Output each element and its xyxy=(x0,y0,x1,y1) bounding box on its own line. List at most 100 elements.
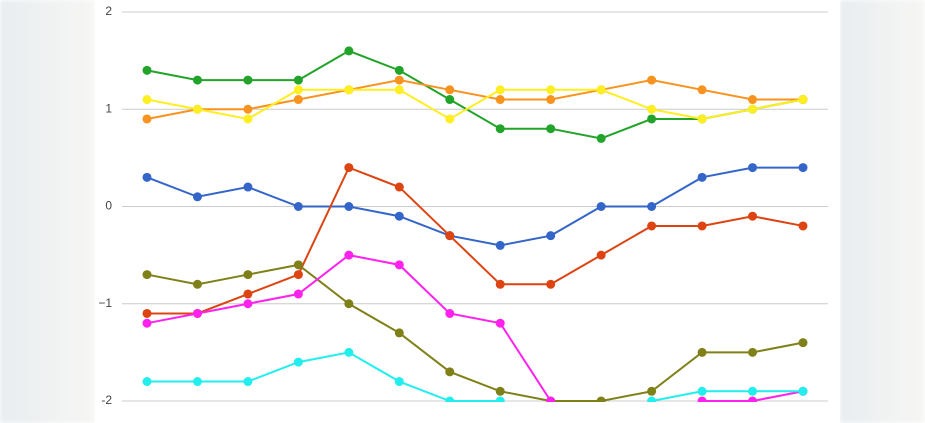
data-point xyxy=(293,357,303,367)
data-point xyxy=(344,163,354,173)
data-point xyxy=(596,250,606,260)
data-point xyxy=(697,114,707,124)
data-point xyxy=(394,182,404,192)
data-point xyxy=(748,95,758,105)
data-point xyxy=(142,270,152,280)
data-point xyxy=(748,211,758,221)
data-point xyxy=(293,85,303,95)
data-point xyxy=(293,289,303,299)
data-point xyxy=(192,377,202,387)
data-point xyxy=(344,85,354,95)
data-point xyxy=(142,318,152,328)
data-point xyxy=(142,172,152,182)
data-point xyxy=(142,65,152,75)
data-point xyxy=(243,104,253,114)
data-point xyxy=(394,75,404,85)
data-point xyxy=(243,182,253,192)
data-point xyxy=(647,114,657,124)
data-point xyxy=(495,85,505,95)
series-line xyxy=(146,263,804,402)
y-tick-label: -2 xyxy=(101,393,112,407)
data-point xyxy=(495,279,505,289)
data-point xyxy=(142,95,152,105)
data-point xyxy=(293,202,303,211)
y-tick-label: −1 xyxy=(98,296,112,310)
data-point xyxy=(798,386,808,396)
data-point xyxy=(243,75,253,85)
data-point xyxy=(192,104,202,114)
data-point xyxy=(546,85,556,95)
data-point xyxy=(596,133,606,143)
data-point xyxy=(394,85,404,95)
data-point xyxy=(394,328,404,338)
data-point xyxy=(495,386,505,396)
data-point xyxy=(495,318,505,328)
data-point xyxy=(748,163,758,173)
data-point xyxy=(697,85,707,95)
data-point xyxy=(394,211,404,221)
data-point xyxy=(596,202,606,211)
data-point xyxy=(748,386,758,396)
data-point xyxy=(192,308,202,318)
data-point xyxy=(344,347,354,357)
data-point xyxy=(647,221,657,231)
data-point xyxy=(142,308,152,318)
data-point xyxy=(798,221,808,231)
data-point xyxy=(344,46,354,56)
data-point xyxy=(445,231,455,241)
data-point xyxy=(445,367,455,377)
data-point xyxy=(243,270,253,280)
data-point xyxy=(495,95,505,105)
blurred-side xyxy=(840,0,925,423)
data-point xyxy=(596,396,606,402)
data-point xyxy=(445,396,455,402)
data-point xyxy=(445,95,455,105)
data-point xyxy=(243,289,253,299)
data-point xyxy=(344,250,354,260)
series-line xyxy=(146,166,803,247)
data-point xyxy=(798,163,808,173)
data-point xyxy=(748,347,758,357)
data-point xyxy=(546,95,556,105)
data-point xyxy=(546,396,556,402)
data-point xyxy=(192,279,202,289)
data-point xyxy=(748,396,758,402)
data-point xyxy=(445,308,455,318)
data-point xyxy=(798,338,808,348)
plot-background xyxy=(95,0,840,423)
data-point xyxy=(546,231,556,241)
data-point xyxy=(394,260,404,270)
data-point xyxy=(192,192,202,202)
data-point xyxy=(546,124,556,134)
data-point xyxy=(394,65,404,75)
data-point xyxy=(293,95,303,105)
data-point xyxy=(697,347,707,357)
data-point xyxy=(293,260,303,270)
data-point xyxy=(243,377,253,387)
data-point xyxy=(647,75,657,85)
data-point xyxy=(647,396,657,402)
data-point xyxy=(243,114,253,124)
data-point xyxy=(697,386,707,396)
data-point xyxy=(647,386,657,396)
data-point xyxy=(192,75,202,85)
data-point xyxy=(697,221,707,231)
data-point xyxy=(142,377,152,387)
data-point xyxy=(243,299,253,309)
data-point xyxy=(697,172,707,182)
series-line xyxy=(147,166,804,315)
data-point xyxy=(445,85,455,95)
data-point xyxy=(495,124,505,134)
data-point xyxy=(293,270,303,280)
data-point xyxy=(495,240,505,250)
y-tick-label: 0 xyxy=(105,199,112,213)
data-point xyxy=(344,202,354,211)
data-point xyxy=(394,377,404,387)
series-line xyxy=(147,351,803,402)
data-point xyxy=(293,75,303,85)
y-tick-label: 2 xyxy=(105,4,112,18)
series-line xyxy=(146,49,804,140)
data-point xyxy=(697,396,707,402)
